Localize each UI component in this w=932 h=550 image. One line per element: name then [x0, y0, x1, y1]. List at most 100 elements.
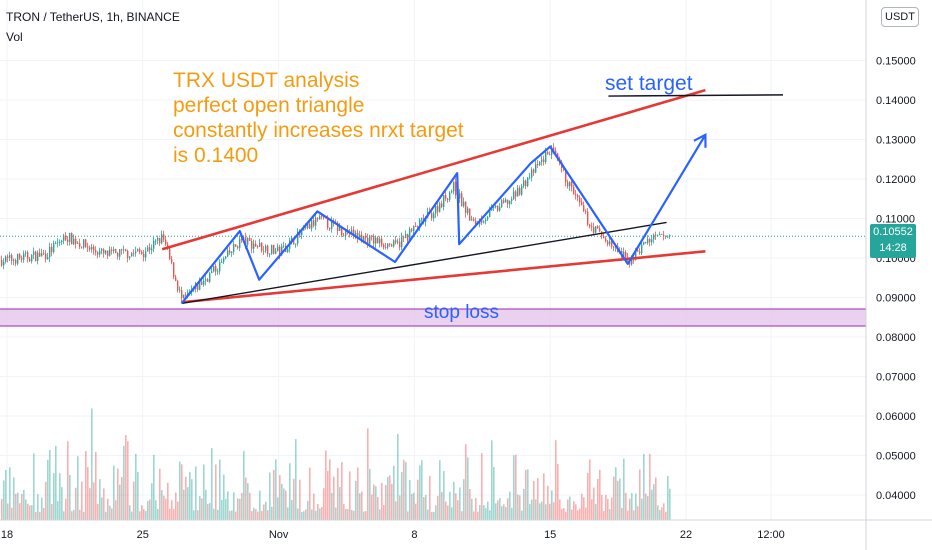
volume-bar [179, 461, 181, 520]
volume-bar [237, 498, 239, 520]
candle-body [499, 207, 501, 211]
volume-bar [617, 480, 619, 520]
volume-bar [507, 498, 509, 520]
volume-bar [615, 467, 617, 520]
volume-bar [509, 491, 511, 520]
candle-body [525, 180, 527, 186]
volume-bar [165, 498, 167, 520]
candle-body [409, 229, 411, 241]
volume-bar [537, 478, 539, 520]
volume-bar [271, 506, 273, 520]
candle-body [59, 241, 61, 243]
volume-bar [605, 494, 607, 520]
candle-body [539, 161, 541, 165]
candle-body [313, 220, 315, 226]
volume-bar [357, 467, 359, 520]
x-tick-label: 15 [544, 529, 556, 541]
candle-body [35, 251, 37, 262]
volume-bar [169, 508, 171, 520]
candle-body [365, 236, 367, 238]
candle-body [225, 256, 227, 259]
volume-bar [381, 482, 383, 520]
candle-body [581, 202, 583, 206]
volume-bar [499, 498, 501, 520]
candle-body [391, 244, 393, 247]
volume-bar [321, 507, 323, 520]
candle-body [315, 217, 317, 226]
candle-body [319, 216, 321, 220]
volume-bar [513, 455, 515, 520]
candle-body [361, 234, 363, 242]
analysis-annotation: TRX USDT analysis perfect open triangle … [173, 68, 464, 168]
volume-bar [197, 510, 199, 520]
candle-body [27, 252, 29, 259]
volume-bar [613, 476, 615, 520]
candle-body [165, 239, 167, 245]
volume-bar [101, 497, 103, 520]
volume-bar [663, 503, 665, 520]
candle-body [407, 234, 409, 241]
volume-bar [585, 507, 587, 520]
candle-body [369, 235, 371, 244]
candle-body [101, 249, 103, 251]
volume-bar [201, 498, 203, 520]
volume-bar [653, 484, 655, 520]
volume-bar [371, 494, 373, 520]
volume-bar [97, 503, 99, 520]
candle-body [497, 205, 499, 211]
candle-body [649, 239, 651, 243]
volume-bar [533, 480, 535, 520]
candle-body [309, 223, 311, 229]
candle-body [631, 259, 633, 265]
volume-bar [145, 511, 147, 520]
candle-body [137, 249, 139, 252]
candle-body [503, 200, 505, 203]
candle-body [37, 252, 39, 262]
candle-body [483, 221, 485, 223]
candle-body [513, 191, 515, 200]
volume-bar [423, 497, 425, 520]
candle-body [275, 250, 277, 254]
volume-bar [127, 441, 129, 520]
y-tick-label: 0.06000 [876, 411, 916, 423]
volume-bar [69, 475, 71, 520]
candle-body [447, 198, 449, 200]
volume-bar [455, 493, 457, 520]
candle-body [475, 220, 477, 225]
volume-bar [519, 495, 521, 520]
volume-bar [139, 511, 141, 520]
volume-bar [449, 491, 451, 520]
volume-bar [281, 483, 283, 520]
volume-bar [413, 492, 415, 520]
volume-bar [417, 479, 419, 520]
candle-body [575, 194, 577, 196]
volume-bar [497, 500, 499, 520]
y-tick-label: 0.14000 [876, 95, 916, 107]
candle-body [133, 253, 135, 254]
volume-bar [365, 511, 367, 520]
volume-bar [19, 503, 21, 520]
candle-body [487, 217, 489, 220]
candle-body [551, 147, 553, 155]
candle-body [665, 235, 667, 237]
candle-body [485, 219, 487, 222]
volume-bar [525, 469, 527, 520]
currency-button[interactable]: USDT [881, 7, 919, 27]
volume-bar [229, 510, 231, 520]
volume-bar [543, 473, 545, 520]
volume-bar [547, 485, 549, 520]
volume-bar [171, 500, 173, 520]
candle-body [565, 169, 567, 183]
volume-bar [125, 435, 127, 520]
volume-bar [249, 492, 251, 520]
candle-body [641, 244, 643, 254]
volume-bar [1, 498, 3, 520]
volume-bar [343, 504, 345, 520]
volume-bar [247, 483, 249, 520]
volume-bar [541, 501, 543, 520]
volume-bar [625, 492, 627, 520]
volume-bar [355, 480, 357, 520]
volume-bar [555, 440, 557, 520]
candle-body [223, 258, 225, 262]
